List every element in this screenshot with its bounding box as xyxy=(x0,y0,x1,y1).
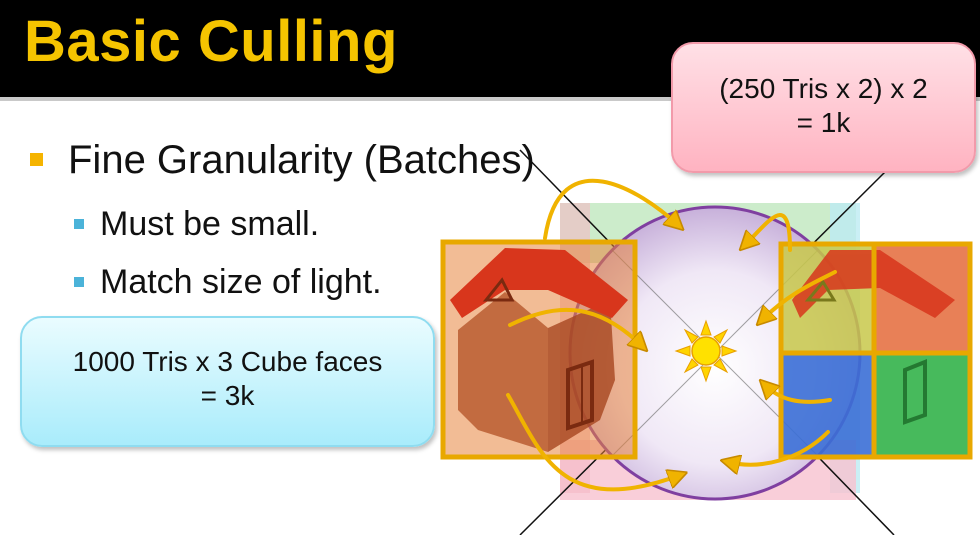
house-icon xyxy=(450,248,628,452)
right-batch-grid xyxy=(778,241,973,460)
arrows xyxy=(506,178,837,492)
arrow-icon xyxy=(506,393,680,492)
bullet-square-icon xyxy=(74,277,84,287)
slide-title: Basic Culling xyxy=(24,9,398,74)
batch-quadrant-bottom-left xyxy=(781,353,874,457)
left-house xyxy=(443,242,635,457)
arrow-icon xyxy=(728,430,830,465)
bullet-square-icon xyxy=(74,219,84,229)
arrow-icon xyxy=(745,213,792,252)
callout-left-batch: 1000 Tris x 3 Cube faces = 3k xyxy=(20,316,435,447)
arrow-icon xyxy=(765,385,832,404)
batch-quadrant-bottom-right xyxy=(874,353,970,457)
callout-right-batches: (250 Tris x 2) x 2 = 1k xyxy=(671,42,976,173)
title-divider xyxy=(0,97,980,101)
arrow-icon xyxy=(543,178,678,240)
sun-icon xyxy=(674,319,738,383)
arrow-icon xyxy=(762,270,837,320)
arrow-icon xyxy=(508,307,642,346)
bullet-square-icon xyxy=(30,153,43,166)
